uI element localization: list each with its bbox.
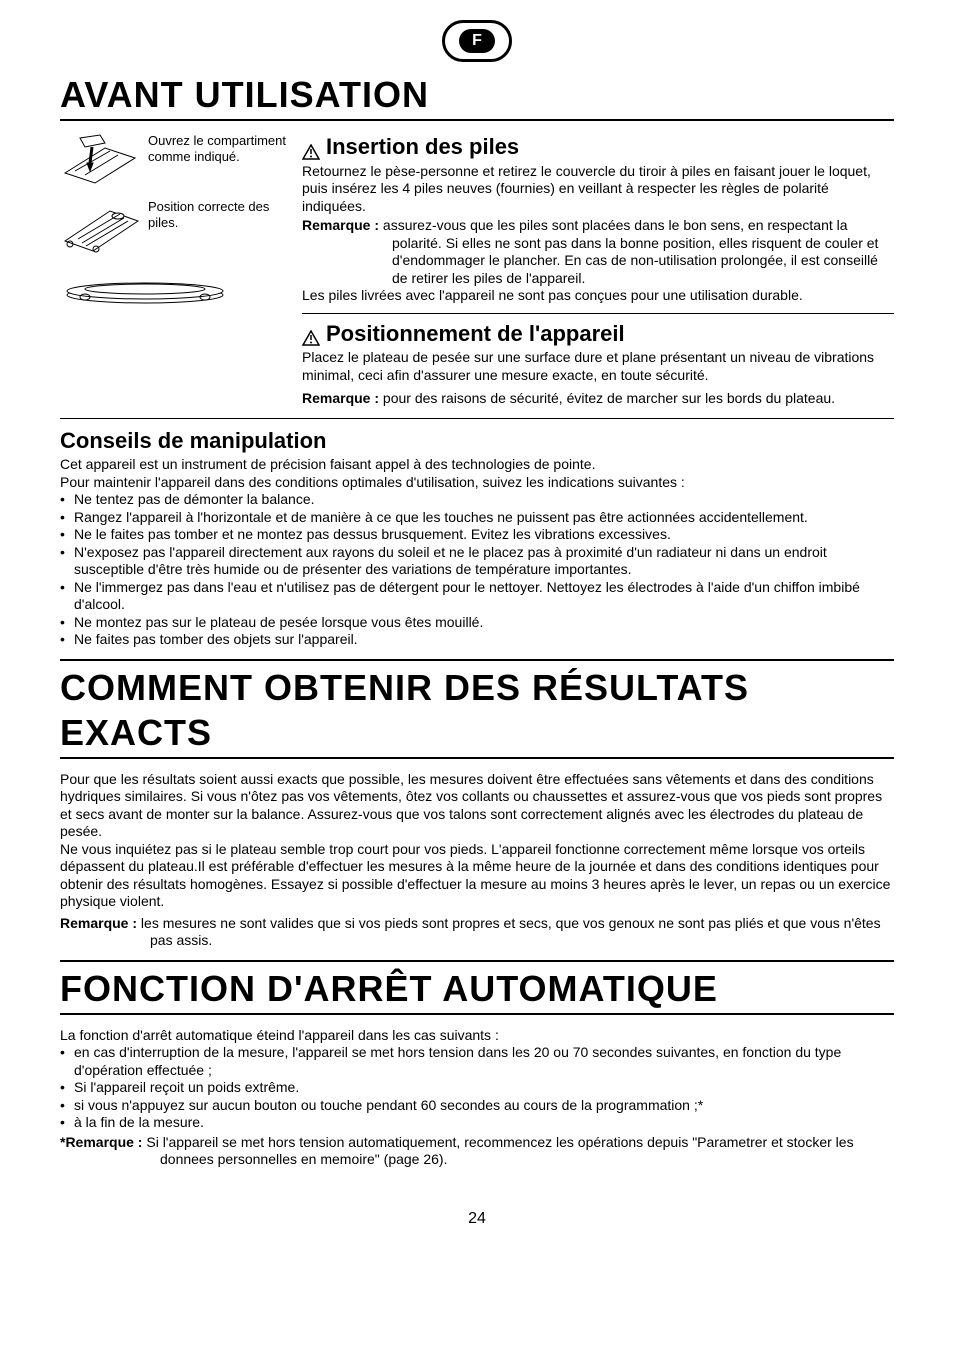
warning-icon [302,139,320,155]
figure-batteries: Position correcte des piles. [60,199,290,255]
remarque-label: Remarque : [302,390,379,406]
remarque-body-rest: polarité. Si elles ne sont pas dans la b… [392,235,894,288]
illus-scale [60,273,230,309]
list-item: à la fin de la mesure. [60,1114,894,1132]
warning-icon [302,325,320,341]
language-badge: F [60,20,894,62]
list-item: si vous n'appuyez sur aucun bouton ou to… [60,1097,894,1115]
insertion-p2: Les piles livrées avec l'appareil ne son… [302,287,894,305]
list-item: en cas d'interruption de la mesure, l'ap… [60,1044,894,1079]
heading-arret-automatique: FONCTION D'ARRÊT AUTOMATIQUE [60,960,894,1015]
results-p2: Ne vous inquiétez pas si le plateau semb… [60,841,894,911]
illus-batteries [60,199,140,255]
heading-insertion-piles: Insertion des piles [302,133,894,161]
figure-scale [60,273,290,309]
remarque-body-firstline: Si l'appareil se met hors tension automa… [146,1134,853,1150]
list-item: Ne montez pas sur le plateau de pesée lo… [60,614,894,632]
remarque-body-firstline: les mesures ne sont valides que si vos p… [141,915,881,931]
heading-positionnement: Positionnement de l'appareil [302,320,894,348]
heading-resultats-exacts: COMMENT OBTENIR DES RÉSULTATS EXACTS [60,659,894,759]
badge-letter: F [459,29,495,53]
list-item: Ne l'immergez pas dans l'eau et n'utilis… [60,579,894,614]
figure-compartment: Ouvrez le compartiment comme indiqué. [60,133,290,189]
content-column: Insertion des piles Retournez le pèse-pe… [302,133,894,408]
remarque-body: pour des raisons de sécurité, évitez de … [383,390,835,406]
list-item: N'exposez pas l'appareil directement aux… [60,544,894,579]
heading-conseils: Conseils de manipulation [60,427,894,455]
auto-remarque: *Remarque : Si l'appareil se met hors te… [60,1134,894,1169]
conseils-intro1: Cet appareil est un instrument de précis… [60,456,894,474]
results-remarque: Remarque : les mesures ne sont valides q… [60,915,894,950]
list-item: Ne le faites pas tomber et ne montez pas… [60,526,894,544]
list-item: Ne tentez pas de démonter la balance. [60,491,894,509]
divider [302,313,894,314]
list-item: Rangez l'appareil à l'horizontale et de … [60,509,894,527]
auto-bullets: en cas d'interruption de la mesure, l'ap… [60,1044,894,1132]
remarque-label: Remarque : [302,217,379,233]
heading-avant-utilisation: AVANT UTILISATION [60,72,894,121]
page-number: 24 [60,1209,894,1229]
remarque-label: Remarque : [60,915,137,931]
remarque-body-firstline: assurez-vous que les piles sont placées … [383,217,848,233]
auto-intro: La fonction d'arrêt automatique éteind l… [60,1027,894,1045]
position-p1: Placez le plateau de pesée sur une surfa… [302,349,894,384]
divider [60,418,894,419]
figure-column: Ouvrez le compartiment comme indiqué. P [60,133,290,408]
position-remarque: Remarque : pour des raisons de sécurité,… [302,390,894,408]
insertion-p1: Retournez le pèse-personne et retirez le… [302,163,894,216]
list-item: Si l'appareil reçoit un poids extrême. [60,1079,894,1097]
caption-batteries: Position correcte des piles. [148,199,290,230]
badge-outer: F [442,20,512,62]
caption-open-compartment: Ouvrez le compartiment comme indiqué. [148,133,290,164]
heading-positionnement-text: Positionnement de l'appareil [326,320,625,348]
section-insertion-row: Ouvrez le compartiment comme indiqué. P [60,133,894,408]
conseils-intro2: Pour maintenir l'appareil dans des condi… [60,474,894,492]
conseils-bullets: Ne tentez pas de démonter la balance. Ra… [60,491,894,649]
insertion-remarque: Remarque : assurez-vous que les piles so… [302,217,894,287]
remarque-body-rest: donnees personnelles en memoire" (page 2… [160,1151,894,1169]
remarque-body-rest: pas assis. [150,932,894,950]
illus-open-compartment [60,133,140,189]
remarque-label: *Remarque : [60,1134,142,1150]
results-p1: Pour que les résultats soient aussi exac… [60,771,894,841]
list-item: Ne faites pas tomber des objets sur l'ap… [60,631,894,649]
heading-insertion-text: Insertion des piles [326,133,519,161]
